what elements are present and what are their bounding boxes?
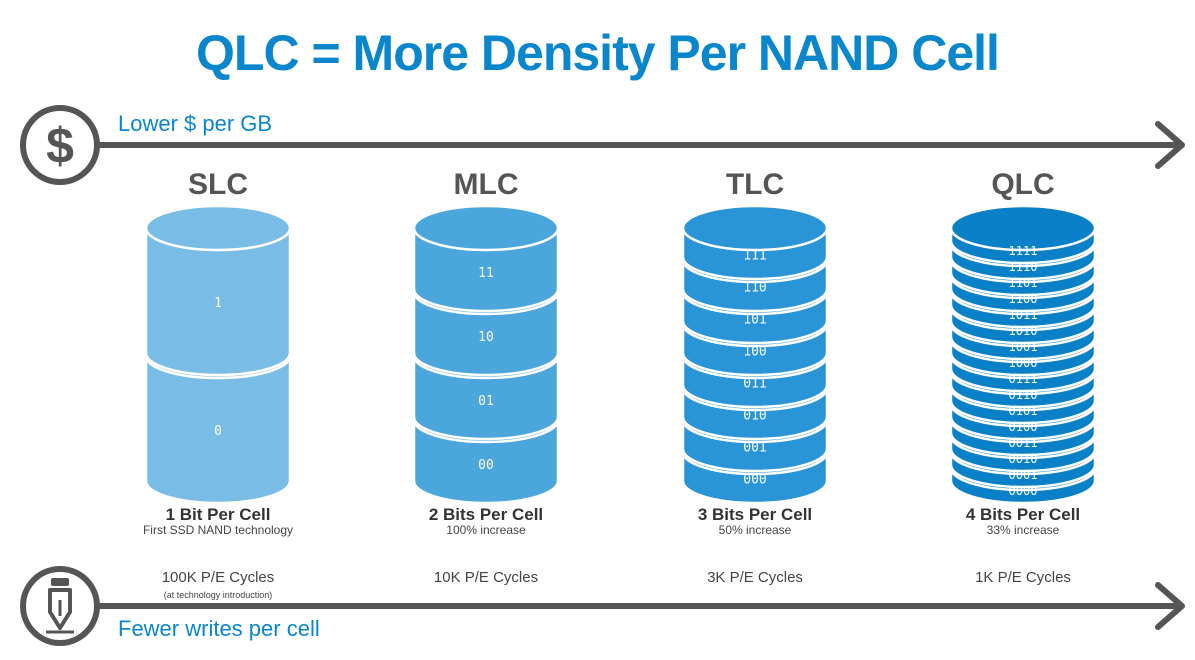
bit-level-label: 000 (743, 473, 766, 488)
pe-cycles-tlc: 3K P/E Cycles (707, 569, 803, 586)
bit-level-label: 1111 (1009, 244, 1038, 258)
disc-body (412, 354, 560, 441)
increase-note-tlc: 50% increase (718, 523, 792, 537)
svg-text:$: $ (46, 118, 74, 174)
bit-level-label: 1000 (1009, 356, 1038, 370)
disc-body (412, 226, 560, 313)
bit-level-label: 1001 (1009, 340, 1038, 354)
cylinder-slc: 10 (144, 204, 292, 505)
cell-type-tlc: TLC (725, 168, 785, 201)
cylinder-mlc: 11 10 01 00 (412, 204, 560, 505)
cell-type-qlc: QLC (991, 168, 1055, 201)
pe-cycles-slc: 100K P/E Cycles (161, 569, 275, 586)
bit-level-label: 010 (743, 409, 766, 424)
bit-level-label: 1110 (1009, 260, 1038, 274)
pen-circle-icon (20, 566, 100, 646)
bottom-axis-label: Fewer writes per cell (118, 616, 320, 641)
bit-level-label: 0100 (1009, 420, 1038, 434)
bits-per-cell-qlc: 4 Bits Per Cell (965, 505, 1081, 524)
bit-level-label: 0110 (1009, 388, 1038, 402)
cell-cylinders: 1011100100111110101100011010001000111111… (144, 204, 1097, 505)
cylinder-tlc: 111 110 101 100 011 010 001 000 (681, 204, 829, 505)
cylinder-qlc: 1111 1110 1101 1100 1011 1010 1001 1000 0111 0110… (949, 204, 1097, 505)
dollar-circle-icon: $ (20, 105, 100, 185)
disc-body (144, 354, 292, 505)
bit-level-label: 1101 (1009, 276, 1038, 290)
bit-level-label: 110 (743, 281, 766, 296)
increase-note-mlc: 100% increase (446, 523, 526, 537)
top-axis-label: Lower $ per GB (118, 111, 273, 136)
disc-top (144, 204, 292, 252)
bits-per-cell-slc: 1 Bit Per Cell (165, 505, 271, 524)
bit-level-label: 0001 (1009, 468, 1038, 482)
bit-level-label: 10 (478, 330, 494, 345)
top-axis-arrow (98, 121, 1185, 169)
cell-type-slc: SLC (188, 168, 248, 201)
bit-level-label: 1100 (1009, 292, 1038, 306)
bit-level-label: 011 (743, 377, 766, 392)
bit-level-label: 0000 (1009, 484, 1038, 498)
disc-top (412, 204, 560, 252)
disc-body (144, 226, 292, 377)
disc-body (412, 418, 560, 505)
pe-cycles-mlc: 10K P/E Cycles (433, 569, 539, 586)
page-title: QLC = More Density Per NAND Cell (196, 25, 1000, 81)
bits-per-cell-tlc: 3 Bits Per Cell (697, 505, 813, 524)
bit-level-label: 001 (743, 441, 766, 456)
disc-top (681, 204, 829, 252)
bit-level-label: 0010 (1009, 452, 1038, 466)
bit-level-label: 111 (743, 249, 766, 264)
pe-cycles-note-slc: (at technology introduction) (163, 590, 273, 600)
bit-level-label: 100 (743, 345, 766, 360)
bit-level-label: 0011 (1009, 436, 1038, 450)
disc-top (949, 204, 1097, 252)
bit-level-label: 1 (214, 296, 222, 311)
bit-level-label: 0111 (1009, 372, 1038, 386)
bits-per-cell-mlc: 2 Bits Per Cell (428, 505, 544, 524)
disc-body (412, 290, 560, 377)
bit-level-label: 00 (478, 458, 494, 473)
bit-level-label: 1010 (1009, 324, 1038, 338)
bit-level-label: 101 (743, 313, 766, 328)
increase-note-qlc: 33% increase (986, 523, 1060, 537)
increase-note-slc: First SSD NAND technology (142, 523, 294, 537)
bit-level-label: 11 (478, 266, 494, 281)
bit-level-label: 1011 (1009, 308, 1038, 322)
bottom-axis-arrow (98, 582, 1185, 630)
bit-level-label: 0 (214, 424, 222, 439)
bit-level-label: 01 (478, 394, 494, 409)
bit-level-label: 0101 (1009, 404, 1038, 418)
cell-type-mlc: MLC (453, 168, 519, 201)
pe-cycles-qlc: 1K P/E Cycles (975, 569, 1071, 586)
